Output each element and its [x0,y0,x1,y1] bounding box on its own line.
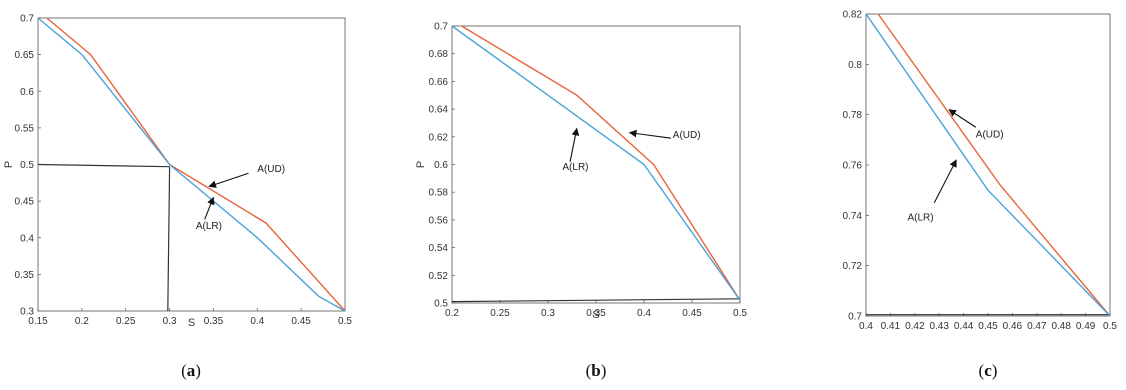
y-tick-label: 0.6 [434,160,448,171]
y-tick-label: 0.4 [20,233,34,244]
plot-area [451,25,741,304]
y-tick-label: 0.72 [843,261,863,272]
x-tick-label: 0.45 [682,308,702,319]
panel-caption: (a) [181,361,201,380]
x-axis-label: S [592,309,599,321]
plot-area [865,13,1111,317]
y-tick-label: 0.68 [429,49,449,60]
y-tick-label: 0.55 [15,123,35,134]
reference-line [167,166,171,312]
panel-caption: (b) [586,361,607,380]
x-tick-label: 0.44 [954,321,974,332]
x-tick-label: 0.2 [75,316,89,327]
series-line-aud [461,25,741,301]
x-tick-label: 0.45 [291,316,311,327]
x-tick-label: 0.35 [586,308,606,319]
y-tick-label: 0.78 [843,110,863,121]
x-tick-label: 0.5 [733,308,747,319]
x-tick-label: 0.49 [1076,321,1096,332]
series-line-alr [865,13,1111,317]
x-tick-label: 0.46 [1003,321,1023,332]
y-tick-label: 0.5 [20,160,34,171]
x-tick-label: 0.2 [445,308,459,319]
y-tick-label: 0.54 [429,243,449,254]
x-tick-label: 0.15 [28,316,48,327]
chart-panel-1: 0.15 0.2 0.25 0.3 0.35 0.4 0.45 0.5 0.3 0.35 0.4 0.… [3,14,352,381]
annotation-label: A(LR) [562,162,588,173]
reference-line [451,298,741,303]
x-tick-label: 0.3 [163,316,177,327]
annotation-arrow [948,109,977,128]
x-tick-label: 0.45 [978,321,998,332]
x-tick-label: 0.42 [905,321,925,332]
x-tick-label: 0.48 [1051,321,1071,332]
y-tick-label: 0.3 [20,307,34,318]
x-tick-label: 0.4 [250,316,264,327]
plot-area [37,17,346,312]
x-tick-label: 0.5 [338,316,352,327]
x-tick-label: 0.35 [204,316,224,327]
y-tick-label: 0.8 [848,60,862,71]
reference-line [37,163,170,168]
panel-caption: (c) [979,361,998,380]
annotation-arrow [208,172,249,188]
annotation-arrow [933,159,957,204]
y-tick-label: 0.7 [434,22,448,33]
x-tick-label: 0.5 [1103,321,1117,332]
y-tick-label: 0.62 [429,132,449,143]
x-tick-label: 0.47 [1027,321,1047,332]
series-line-aud [877,13,1111,317]
annotation-label: A(UD) [976,129,1004,140]
y-tick-label: 0.7 [20,14,34,25]
y-tick-label: 0.58 [429,188,449,199]
annotation-label: A(UD) [673,130,701,141]
x-tick-label: 0.25 [116,316,136,327]
annotation-label: A(LR) [196,221,222,232]
y-tick-label: 0.76 [843,161,863,172]
x-tick-label: 0.4 [637,308,651,319]
y-tick-label: 0.35 [15,270,35,281]
series-line-alr [451,25,741,301]
x-axis-label: S [188,317,195,329]
y-tick-label: 0.74 [843,211,863,222]
chart-panel-2: 0.2 0.25 0.3 0.35 0.4 0.45 0.5 0.5 0.52 0.54 0.56 0… [415,22,747,381]
y-tick-label: 0.56 [429,215,449,226]
annotation-arrow [628,129,671,139]
x-tick-label: 0.25 [490,308,510,319]
y-tick-label: 0.65 [15,50,35,61]
x-tick-label: 0.41 [881,321,901,332]
chart-panel-3: 0.4 0.41 0.42 0.43 0.44 0.45 0.46 0.47 0.48 0.49 0… [843,10,1118,381]
y-tick-label: 0.66 [429,77,449,88]
y-tick-label: 0.6 [20,87,34,98]
annotation-label: A(UD) [257,164,285,175]
y-tick-label: 0.64 [429,105,449,116]
y-tick-label: 0.45 [15,197,35,208]
y-tick-label: 0.52 [429,271,449,282]
y-tick-label: 0.82 [843,10,863,21]
x-tick-label: 0.4 [859,321,873,332]
annotation-label: A(LR) [907,212,933,223]
y-axis-label: P [3,161,15,168]
x-tick-label: 0.3 [541,308,555,319]
annotation-arrow [569,127,580,162]
y-tick-label: 0.7 [848,312,862,323]
x-tick-label: 0.43 [929,321,949,332]
y-axis-label: P [415,161,427,168]
y-tick-label: 0.5 [434,299,448,310]
annotation-arrow [204,196,215,220]
